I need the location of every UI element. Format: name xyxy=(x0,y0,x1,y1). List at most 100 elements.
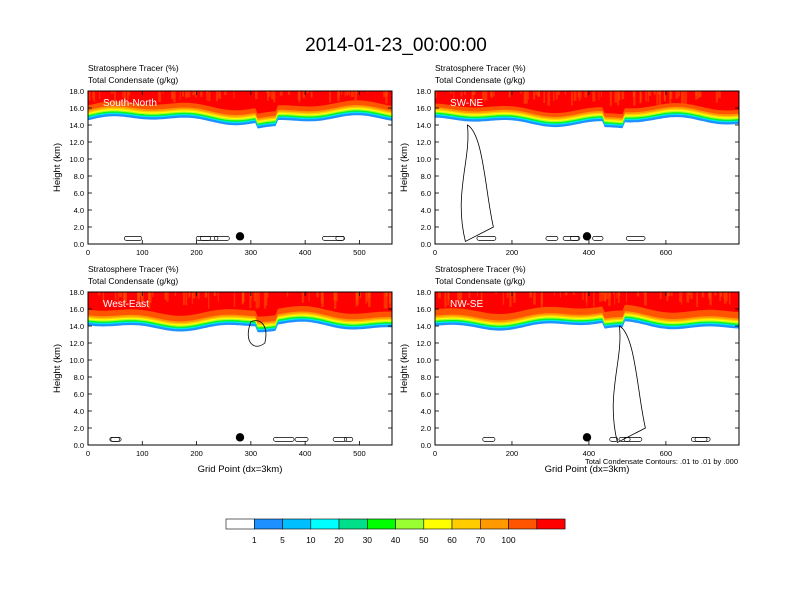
tracer-streak xyxy=(533,292,536,305)
tracer-streak xyxy=(529,292,532,298)
condensate-contour xyxy=(294,437,309,442)
tracer-streak xyxy=(572,292,576,295)
tracer-streak xyxy=(616,292,618,299)
tracer-streak xyxy=(582,292,584,301)
tracer-streak xyxy=(205,292,207,297)
tracer-streak xyxy=(471,91,474,94)
tracer-streak xyxy=(182,91,184,97)
tracer-streak xyxy=(664,91,666,102)
tracer-streak xyxy=(208,91,211,102)
tracer-streak xyxy=(621,91,625,100)
tracer-streak xyxy=(604,292,607,301)
tracer-streak xyxy=(271,91,274,100)
tracer-streak xyxy=(502,292,505,305)
tracer-streak xyxy=(192,292,196,299)
tracer-streak xyxy=(174,292,177,296)
condensate-contour xyxy=(694,437,711,442)
tracer-streak xyxy=(243,292,245,302)
tracer-streak xyxy=(523,91,526,104)
tracer-streak xyxy=(695,91,698,96)
condensate-contour xyxy=(343,437,354,442)
tracer-streak xyxy=(726,292,728,302)
condensate-contour xyxy=(476,236,497,241)
y-tick-label: 0.0 xyxy=(421,240,431,249)
plot-frame xyxy=(87,90,393,245)
y-tick-label: 6.0 xyxy=(74,189,84,198)
tracer-streak xyxy=(233,91,235,99)
tracer-streak xyxy=(696,292,699,308)
y-tick-label: 14.0 xyxy=(69,322,84,331)
tracer-streak xyxy=(341,91,343,95)
tracer-streak xyxy=(618,91,621,101)
y-tick-label: 12.0 xyxy=(416,339,431,348)
y-tick-label: 2.0 xyxy=(421,223,431,232)
tracer-streak xyxy=(337,91,340,102)
tracer-streak xyxy=(614,292,616,305)
y-tick-label: 12.0 xyxy=(69,339,84,348)
tracer-streak xyxy=(471,91,474,105)
tracer-streak xyxy=(690,292,693,299)
y-tick-label: 6.0 xyxy=(421,189,431,198)
y-tick-label: 10.0 xyxy=(416,155,431,164)
condensate-contour xyxy=(195,236,219,241)
condensate-contour xyxy=(592,236,604,241)
panel-3: NW-SE Stratosphere Tracer (%) Total Conden… xyxy=(399,264,740,475)
tracer-streak xyxy=(93,91,96,102)
y-tick-label: 0.0 xyxy=(421,441,431,450)
tracer-streak xyxy=(609,91,612,107)
tracer-streak xyxy=(122,91,124,98)
tracer-streak xyxy=(699,91,702,97)
tracer-streak xyxy=(686,292,690,303)
colorbar-box xyxy=(479,518,509,530)
tracer-streak xyxy=(543,91,546,103)
condensate-contour xyxy=(690,437,708,442)
y-tick-label: 10.0 xyxy=(69,356,84,365)
y-tick-label: 10.0 xyxy=(69,155,84,164)
tracer-streak xyxy=(606,292,609,299)
colorbar-label: 70 xyxy=(476,535,486,545)
tracer-streak xyxy=(329,91,331,103)
tracer-streak xyxy=(453,91,455,103)
colorbar-box xyxy=(338,518,368,530)
tracer-streak xyxy=(647,91,649,102)
tracer-streak xyxy=(592,91,596,102)
panel-subtitle: Total Condensate (g/kg) xyxy=(88,276,178,286)
tracer-streak xyxy=(114,292,117,300)
tracer-streak xyxy=(636,292,640,297)
tracer-streak xyxy=(389,292,392,308)
tracer-streak xyxy=(255,91,258,100)
y-tick-label: 16.0 xyxy=(416,305,431,314)
tracer-streak xyxy=(490,91,493,97)
x-tick-label: 0 xyxy=(433,248,437,257)
tracer-streak xyxy=(165,292,169,302)
tracer-streak xyxy=(447,292,450,306)
x-tick-label: 300 xyxy=(245,449,258,458)
y-axis-label: Height (km) xyxy=(52,344,63,393)
tracer-streak xyxy=(483,91,486,102)
tracer-streak xyxy=(525,91,528,104)
tracer-streak xyxy=(555,91,558,100)
tracer-streak xyxy=(173,91,176,103)
tracer-streak xyxy=(334,292,337,309)
y-tick-label: 14.0 xyxy=(416,322,431,331)
tracer-band xyxy=(88,91,392,114)
tracer-field xyxy=(88,91,392,241)
tracer-streak xyxy=(697,91,701,99)
tracer-streak xyxy=(265,91,268,94)
tracer-streak xyxy=(218,91,222,99)
tracer-streak xyxy=(527,91,529,100)
tracer-streak xyxy=(464,91,466,95)
y-tick-label: 8.0 xyxy=(421,172,431,181)
y-tick-label: 14.0 xyxy=(416,121,431,130)
tracer-streak xyxy=(444,292,447,308)
condensate-contour xyxy=(625,236,646,241)
tracer-streak xyxy=(718,91,721,99)
panel-subtitle: Stratosphere Tracer (%) xyxy=(88,264,179,274)
x-tick-label: 400 xyxy=(583,449,596,458)
y-tick-label: 6.0 xyxy=(74,390,84,399)
tracer-streak xyxy=(302,91,306,99)
y-axis-label: Height (km) xyxy=(399,143,410,192)
tracer-streak xyxy=(468,292,471,298)
tracer-streak xyxy=(138,292,141,299)
